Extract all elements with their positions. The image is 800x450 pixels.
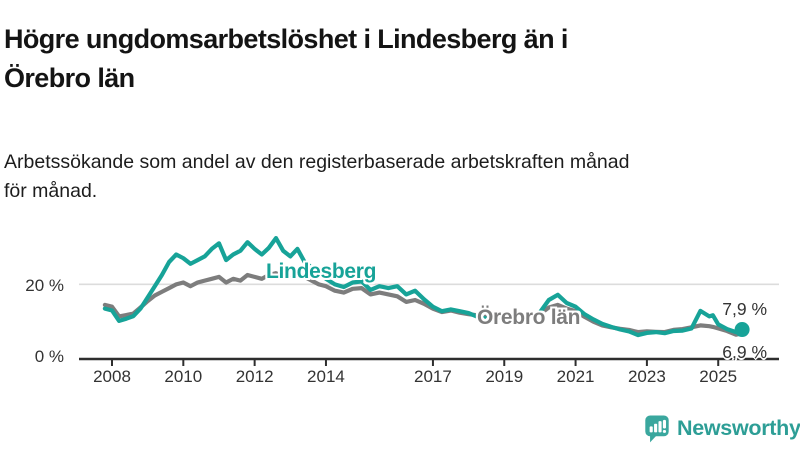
end-point-dot — [734, 322, 750, 338]
y-axis-tick-label-20: 20 % — [25, 276, 64, 295]
y-axis-tick-label-0: 0 % — [34, 347, 64, 366]
x-axis-tick-label: 2017 — [414, 367, 452, 386]
x-axis-tick-label: 2008 — [93, 367, 131, 386]
series-label-lindesberg: Lindesberg — [266, 260, 377, 283]
end-value-label-lindesberg: 7,9 % — [722, 299, 767, 319]
newsworthy-logo[interactable]: Newsworthy — [644, 414, 800, 443]
page-title: Högre ungdomsarbetslöshet i Lindesberg ä… — [4, 24, 568, 94]
x-axis-tick-label: 2023 — [627, 367, 666, 386]
x-axis-tick-label: 2025 — [699, 367, 738, 386]
newsworthy-logo-icon — [645, 415, 669, 443]
chart-subtitle: Arbetssökande som andel av den registerb… — [4, 150, 630, 202]
x-axis-tick-label: 2021 — [556, 367, 595, 386]
x-axis-tick-label: 2010 — [164, 367, 203, 386]
series-line-lindesberg — [102, 236, 745, 338]
newsworthy-logo-text: Newsworthy — [677, 416, 800, 440]
x-axis-tick-label: 2012 — [235, 367, 274, 386]
series-label-orebro: Örebro län — [477, 306, 581, 329]
end-value-label-orebro: 6,9 % — [722, 342, 767, 362]
x-axis-tick-label: 2019 — [485, 367, 524, 386]
series-line-orebro — [102, 269, 745, 337]
x-axis-tick-label: 2014 — [307, 367, 345, 386]
